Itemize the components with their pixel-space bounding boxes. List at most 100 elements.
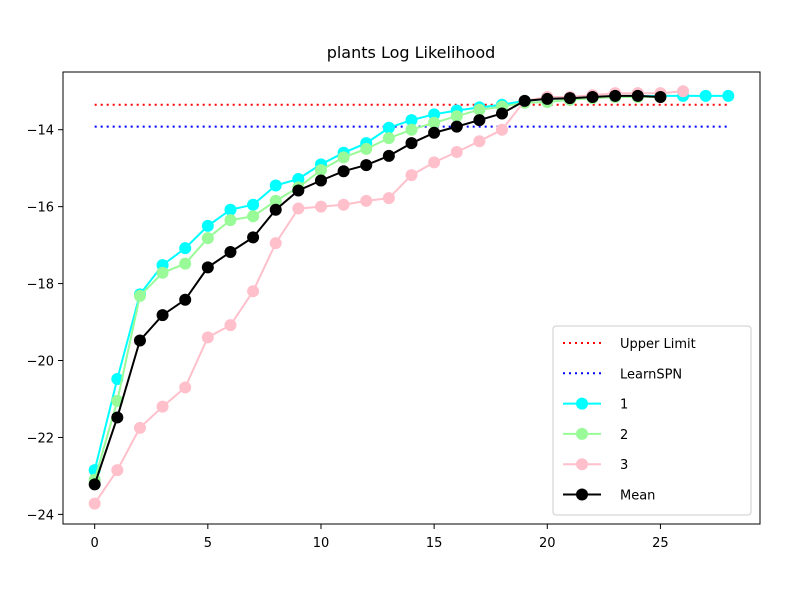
legend-label: 2: [620, 428, 628, 443]
y-tick-label: −16: [27, 201, 54, 216]
legend-entry-learnspn: LearnSPN: [563, 367, 682, 382]
data-point: [224, 319, 237, 332]
data-point: [405, 169, 418, 182]
data-point: [179, 381, 192, 394]
data-point: [541, 92, 554, 105]
data-point: [631, 89, 644, 102]
y-tick-label: −24: [27, 508, 54, 523]
legend: [552, 325, 752, 516]
data-point: [586, 91, 599, 104]
x-tick-label: 5: [204, 536, 212, 551]
data-point: [360, 142, 373, 155]
data-point: [292, 172, 305, 185]
data-point: [382, 192, 395, 205]
data-point: [496, 123, 509, 136]
data-point: [609, 89, 622, 102]
legend-entry-upper-limit: Upper Limit: [563, 337, 696, 352]
data-point: [405, 137, 418, 150]
data-point: [247, 231, 260, 244]
data-point: [405, 123, 418, 136]
y-tick-label: −14: [27, 124, 54, 139]
series-mean: [88, 89, 667, 491]
data-point: [496, 107, 509, 120]
data-point: [428, 156, 441, 169]
data-point: [224, 203, 237, 216]
data-point: [518, 94, 531, 107]
y-tick-label: −20: [27, 355, 54, 370]
data-point: [292, 184, 305, 197]
legend-marker: [576, 397, 588, 410]
data-point: [111, 372, 124, 385]
data-point: [314, 164, 327, 177]
legend-marker: [576, 488, 588, 501]
data-point: [405, 114, 418, 127]
data-point: [337, 165, 350, 178]
data-point: [292, 202, 305, 215]
data-point: [111, 464, 124, 477]
legend-label: Mean: [620, 489, 655, 504]
data-point: [450, 146, 463, 159]
data-point: [382, 149, 395, 162]
data-point: [179, 293, 192, 306]
data-point: [699, 89, 712, 102]
data-point: [382, 121, 395, 134]
data-point: [247, 210, 260, 223]
data-point: [179, 242, 192, 255]
data-point: [360, 159, 373, 172]
x-tick-label: 0: [91, 536, 99, 551]
legend-entry-2: 2: [563, 427, 628, 443]
data-point: [224, 214, 237, 227]
data-point: [428, 126, 441, 139]
data-point: [269, 203, 282, 216]
data-point: [201, 261, 214, 274]
data-point: [201, 232, 214, 245]
data-point: [201, 331, 214, 344]
data-point: [473, 114, 486, 127]
data-point: [156, 309, 169, 322]
data-point: [677, 85, 690, 98]
data-point: [473, 103, 486, 116]
data-point: [428, 108, 441, 121]
data-point: [201, 219, 214, 232]
data-point: [337, 151, 350, 164]
data-point: [654, 91, 667, 104]
data-point: [269, 179, 282, 192]
data-point: [382, 132, 395, 145]
legend-marker: [576, 458, 588, 471]
x-tick-label: 10: [313, 536, 330, 551]
data-point: [360, 194, 373, 207]
data-point: [450, 110, 463, 123]
data-point: [156, 266, 169, 279]
legend-entry-mean: Mean: [563, 488, 655, 504]
data-point: [314, 200, 327, 213]
legend-entry-1: 1: [563, 397, 628, 413]
chart-title: plants Log Likelihood: [327, 43, 496, 62]
data-point: [428, 116, 441, 129]
data-point: [133, 421, 146, 434]
x-tick-label: 25: [652, 536, 669, 551]
data-point: [133, 334, 146, 347]
x-tick-label: 15: [426, 536, 443, 551]
data-point: [247, 285, 260, 298]
data-point: [224, 246, 237, 259]
data-point: [450, 120, 463, 133]
data-point: [269, 194, 282, 207]
data-point: [314, 174, 327, 187]
plot-frame: [62, 71, 761, 525]
data-point: [473, 135, 486, 148]
legend-entry-3: 3: [563, 458, 628, 473]
data-point: [111, 411, 124, 424]
data-point: [247, 198, 260, 211]
data-point: [722, 89, 735, 102]
data-point: [269, 237, 282, 250]
legend-marker: [576, 427, 588, 440]
data-point: [179, 257, 192, 270]
x-tick-label: 20: [539, 536, 556, 551]
data-point: [337, 198, 350, 211]
legend-label: 1: [620, 398, 628, 413]
data-point: [88, 497, 101, 510]
data-point: [563, 92, 576, 105]
data-point: [88, 478, 101, 491]
data-point: [156, 400, 169, 413]
